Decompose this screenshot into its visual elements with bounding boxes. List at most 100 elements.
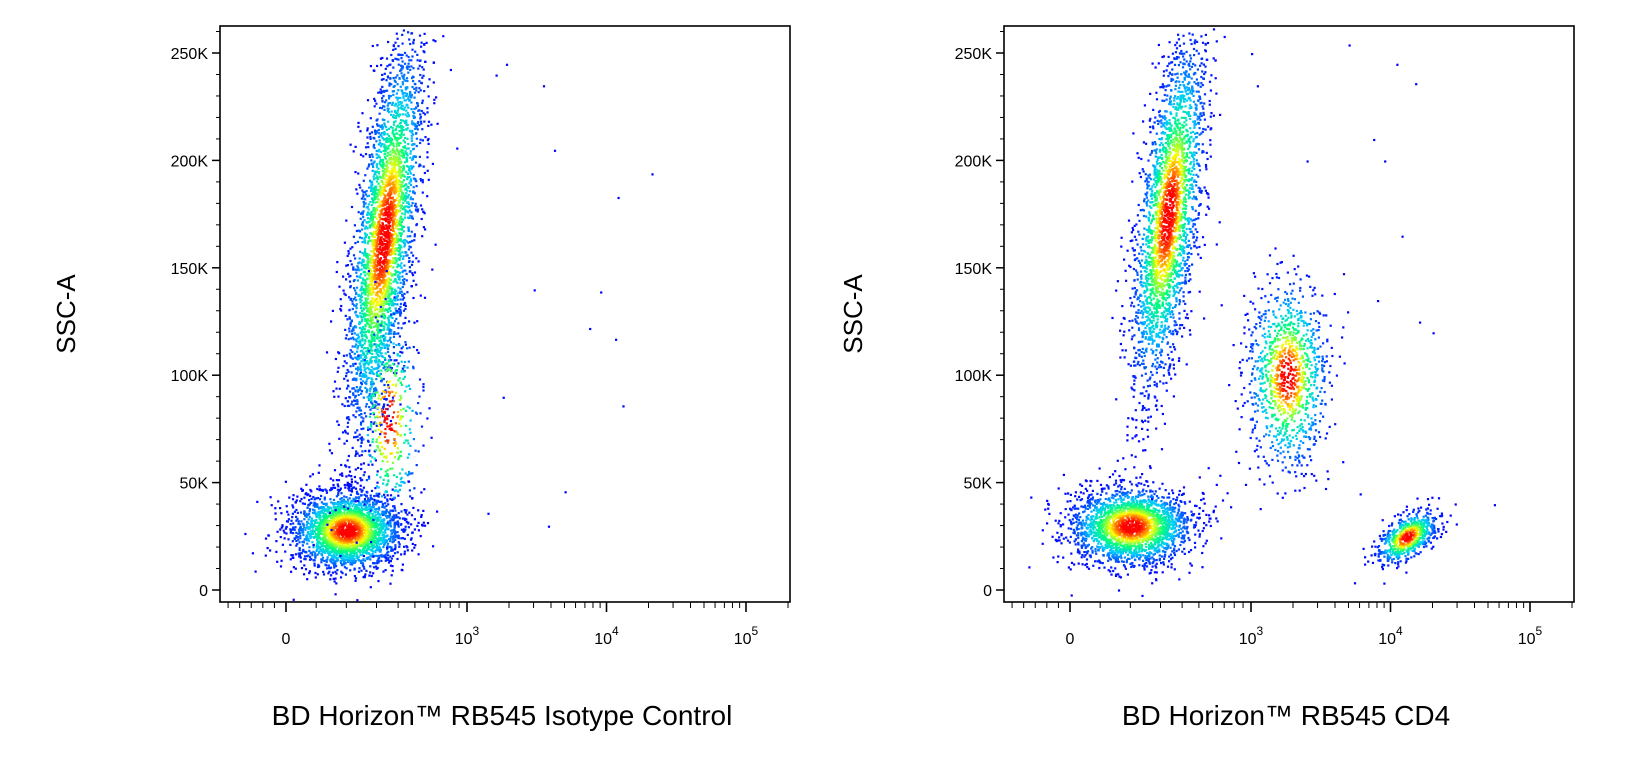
event-dot <box>340 532 343 535</box>
event-dot <box>371 506 374 509</box>
event-dot <box>347 526 350 529</box>
event-dot <box>345 375 348 378</box>
event-dot <box>338 503 342 506</box>
event-dot <box>342 530 345 533</box>
event-dot <box>368 508 371 511</box>
event-dot <box>351 554 355 558</box>
event-dot <box>392 142 395 145</box>
event-dot <box>409 180 412 183</box>
event-dot <box>332 562 335 565</box>
event-dot <box>365 523 368 526</box>
event-dot <box>308 555 312 558</box>
event-dot <box>347 370 350 373</box>
event-dot <box>369 517 372 521</box>
event-dot <box>387 151 390 154</box>
event-dot <box>381 73 384 76</box>
event-dot <box>354 516 357 519</box>
event-dot <box>390 113 393 116</box>
event-dot <box>372 531 375 535</box>
event-dot <box>333 555 336 558</box>
event-dot <box>352 519 356 522</box>
event-dot <box>339 542 342 545</box>
event-dot <box>363 502 366 505</box>
event-dot <box>354 510 357 513</box>
event-dot <box>361 264 364 267</box>
event-dot <box>396 112 399 115</box>
event-dot <box>376 533 380 536</box>
event-dot <box>345 465 348 468</box>
event-dot <box>302 548 305 551</box>
event-dot <box>377 128 380 132</box>
event-dot <box>394 533 397 536</box>
event-dot <box>369 558 372 561</box>
event-dot <box>372 235 375 238</box>
event-dot <box>340 504 343 507</box>
event-dot <box>341 557 344 560</box>
event-dot <box>299 500 302 503</box>
event-dot <box>400 127 403 130</box>
event-dot <box>383 143 386 146</box>
event-dot <box>409 95 412 99</box>
event-dot <box>359 544 363 547</box>
event-dot <box>338 535 341 538</box>
event-dot <box>391 538 394 541</box>
event-dot <box>357 526 360 529</box>
event-dot <box>379 339 382 342</box>
event-dot <box>364 198 367 201</box>
event-dot <box>336 519 339 522</box>
event-dot <box>415 144 418 148</box>
event-dot <box>352 392 355 395</box>
event-dot <box>377 182 380 185</box>
event-dot <box>409 183 413 186</box>
event-dot <box>420 41 423 44</box>
event-dot <box>343 554 346 557</box>
event-dot <box>314 576 317 579</box>
event-dot <box>326 544 329 548</box>
event-dot <box>320 494 323 498</box>
event-dot <box>399 136 402 140</box>
event-dot <box>364 248 367 251</box>
event-dot <box>362 565 365 568</box>
event-dot <box>319 532 322 535</box>
event-dot <box>387 111 391 114</box>
event-dot <box>372 336 375 339</box>
event-dot <box>423 488 426 491</box>
event-dot <box>423 524 427 527</box>
event-dot <box>395 241 398 244</box>
event-dot <box>383 72 386 75</box>
event-dot <box>363 203 366 206</box>
event-dot <box>285 532 288 535</box>
event-dot <box>355 291 358 295</box>
event-dot <box>393 104 396 107</box>
event-dot <box>373 356 376 359</box>
event-dot <box>410 139 413 142</box>
event-dot <box>388 524 391 527</box>
event-dot <box>376 559 379 562</box>
event-dot <box>390 156 393 159</box>
event-dot <box>394 57 397 60</box>
event-dot <box>355 372 358 375</box>
event-dot <box>378 508 381 511</box>
event-dot <box>360 526 363 530</box>
event-dot <box>356 402 359 406</box>
event-dot <box>364 232 367 235</box>
event-dot <box>334 502 337 506</box>
event-dot <box>295 535 298 538</box>
event-dot <box>366 254 369 257</box>
event-dot <box>362 316 365 319</box>
event-dot <box>330 452 333 455</box>
event-dot <box>371 305 374 308</box>
event-dot <box>345 362 348 365</box>
event-dot <box>368 277 371 280</box>
event-dot <box>369 280 372 283</box>
event-dot <box>332 479 335 482</box>
event-dot <box>383 90 386 93</box>
event-dot <box>371 241 374 244</box>
event-dot <box>370 131 374 134</box>
event-dot <box>371 553 374 556</box>
event-dot <box>364 551 368 554</box>
event-dot <box>369 548 372 551</box>
event-dot <box>398 239 401 242</box>
event-dot <box>294 501 297 504</box>
event-dot <box>312 504 315 507</box>
